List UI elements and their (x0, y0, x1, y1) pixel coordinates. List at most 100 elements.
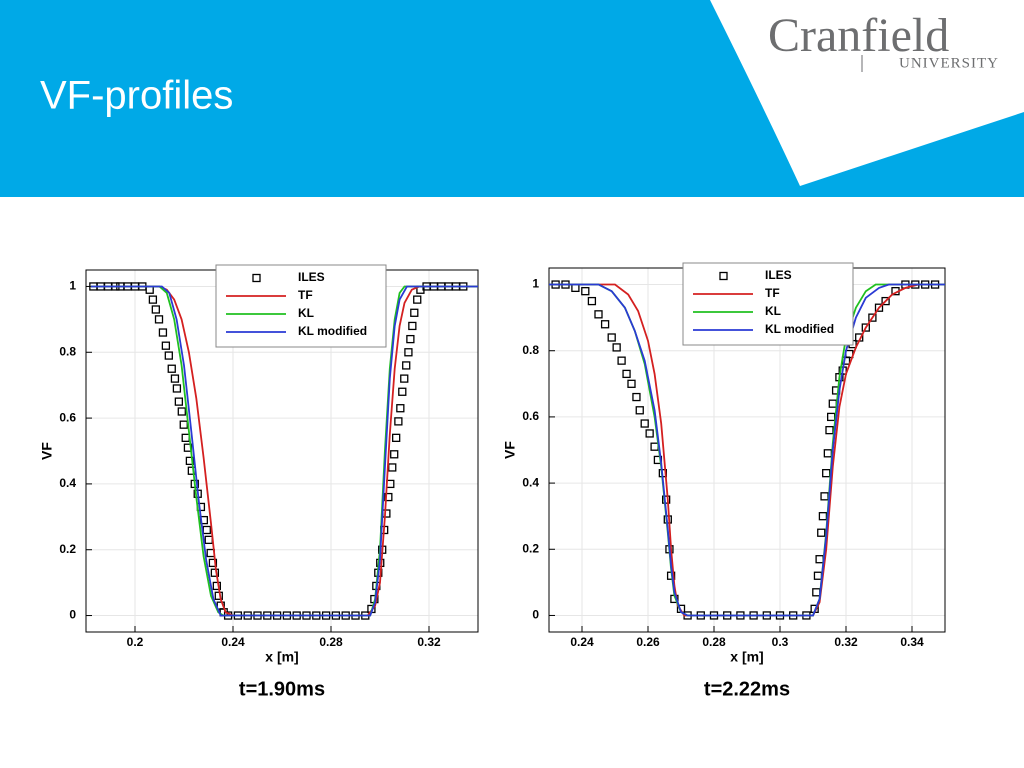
marker (388, 463, 397, 472)
marker (408, 321, 417, 331)
marker (622, 369, 631, 379)
marker (382, 509, 391, 518)
marker (600, 320, 610, 329)
marker (164, 351, 173, 360)
logo-name: Cranfield (768, 9, 949, 62)
legend-label: ILES (765, 268, 792, 282)
logo-sub: UNIVERSITY (899, 55, 999, 71)
y-tick-label: 0.8 (59, 344, 76, 358)
x-tick-label: 0.28 (702, 635, 726, 649)
marker (202, 525, 211, 535)
marker (384, 492, 393, 502)
legend-marker (252, 273, 261, 283)
legend-label: KL (298, 306, 314, 320)
y-tick-label: 0 (532, 608, 539, 622)
caption: t=2.22ms (704, 678, 790, 700)
y-tick-label: 1 (69, 279, 76, 293)
legend-label: KL (765, 304, 781, 318)
slide-title: VF-profiles (40, 74, 233, 118)
line (90, 285, 478, 617)
marker (402, 361, 411, 370)
y-tick-label: 0.8 (522, 343, 539, 357)
x-tick-label: 0.2 (127, 635, 144, 649)
legend-marker (719, 271, 728, 281)
marker (581, 287, 590, 296)
legend-label: TF (298, 288, 313, 302)
marker (204, 535, 213, 545)
legend-label: TF (765, 286, 780, 300)
legend-label: ILES (298, 270, 325, 284)
marker (617, 356, 626, 365)
header-logo-area (710, 0, 1024, 186)
marker (650, 442, 659, 451)
marker (861, 323, 870, 332)
chart: 0 0.2 0.4 0.6 0.8 1 0.2 0.24 0.28 0.32 x [m] VF t=1.… (39, 264, 479, 700)
marker (820, 492, 829, 501)
marker (612, 343, 621, 352)
y-tick-label: 0.2 (522, 541, 539, 555)
marker (410, 308, 419, 317)
marker (818, 512, 828, 521)
marker (874, 303, 884, 312)
marker (406, 334, 415, 344)
legend-label: KL modified (298, 324, 367, 338)
y-axis-label: VF (39, 442, 55, 460)
marker (817, 528, 826, 537)
marker (881, 296, 890, 306)
x-tick-label: 0.32 (417, 635, 441, 649)
x-axis-label: x [m] (730, 649, 763, 665)
y-tick-label: 0.2 (59, 542, 76, 556)
marker (868, 313, 877, 322)
marker (815, 555, 824, 564)
marker (151, 305, 160, 314)
marker (825, 425, 834, 435)
marker (587, 296, 597, 306)
marker (148, 295, 158, 304)
marker (177, 407, 186, 416)
marker (822, 469, 831, 478)
y-tick-label: 0.6 (59, 410, 76, 424)
marker (635, 406, 644, 415)
marker (662, 495, 671, 504)
marker (154, 315, 164, 324)
marker (645, 429, 654, 438)
marker (823, 449, 832, 458)
marker (607, 333, 616, 342)
marker (398, 387, 407, 396)
marker (185, 456, 195, 466)
y-axis-label: VF (502, 441, 518, 459)
marker (392, 433, 401, 442)
marker (813, 571, 823, 580)
marker (210, 568, 220, 577)
y-tick-label: 0.6 (522, 409, 539, 423)
x-tick-label: 0.24 (221, 635, 245, 649)
marker (167, 364, 176, 373)
marker (390, 450, 399, 459)
line (549, 283, 945, 617)
marker (170, 374, 180, 383)
marker (172, 384, 182, 393)
x-tick-label: 0.32 (834, 635, 858, 649)
y-tick-label: 0 (69, 608, 76, 622)
marker (394, 417, 403, 426)
x-tick-label: 0.28 (319, 635, 343, 649)
chart: 0 0.2 0.4 0.6 0.8 1 0.24 0.26 0.28 0.3 0.32 0.34 x [… (502, 262, 946, 700)
marker (632, 392, 641, 402)
marker (208, 558, 218, 568)
y-tick-label: 0.4 (522, 475, 539, 489)
marker (179, 420, 188, 429)
caption: t=1.90ms (239, 678, 325, 700)
marker (212, 581, 221, 591)
x-tick-label: 0.3 (772, 635, 789, 649)
x-axis-label: x [m] (265, 649, 298, 665)
legend-label: KL modified (765, 322, 834, 336)
legend-box (682, 262, 854, 346)
marker (404, 348, 413, 357)
marker (594, 310, 603, 319)
x-tick-label: 0.24 (570, 635, 594, 649)
marker (161, 341, 171, 350)
legend-box (215, 264, 387, 348)
marker (640, 419, 649, 428)
y-tick-label: 1 (532, 277, 539, 291)
